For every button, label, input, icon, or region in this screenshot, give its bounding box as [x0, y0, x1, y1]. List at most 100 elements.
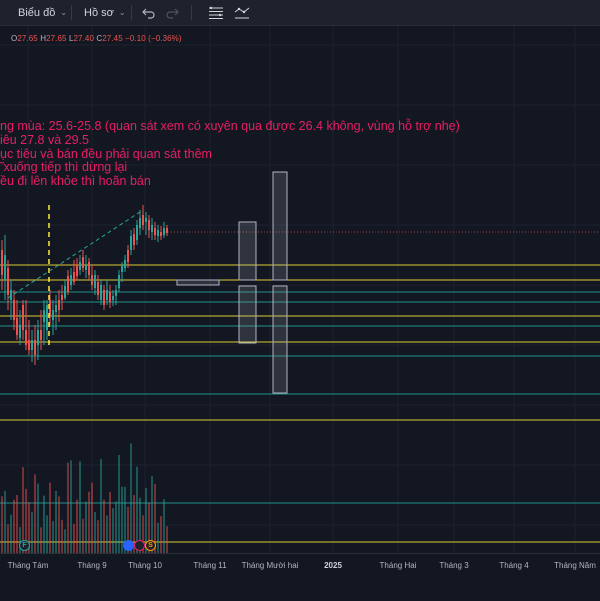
open-key: O: [11, 34, 18, 43]
candle-body: [136, 225, 138, 240]
candle-body: [100, 285, 102, 300]
candle-body: [79, 262, 81, 270]
price-chart[interactable]: [0, 26, 600, 553]
event-marker[interactable]: [123, 540, 134, 551]
candle-body: [40, 330, 42, 340]
annotation-line: ục tiêu và bán đều phải quan sát thêm: [0, 146, 212, 161]
profile-menu-button[interactable]: Hồ sơ ⌄: [84, 0, 126, 25]
drawing-tools-button[interactable]: [231, 2, 253, 23]
candle-body: [151, 225, 153, 232]
candle-body: [148, 220, 150, 230]
candle-body: [1, 250, 3, 275]
candle-body: [28, 340, 30, 350]
chart-drawings: [7, 205, 141, 345]
event-marker-s[interactable]: S: [145, 540, 156, 551]
candle-body: [133, 234, 135, 245]
chevron-down-icon: ⌄: [118, 8, 126, 17]
volume-bar: [13, 499, 15, 553]
candle-body: [73, 272, 75, 282]
candle-body: [67, 276, 69, 292]
volume-bar: [76, 499, 78, 553]
volume-bar: [55, 490, 57, 553]
volume-bar: [10, 514, 12, 553]
indicators-button[interactable]: [205, 2, 227, 23]
volume-bar: [40, 527, 42, 553]
volume-bar: [139, 497, 141, 553]
candle-body: [64, 286, 66, 298]
candle-body: [163, 228, 165, 235]
time-axis-label: Tháng 11: [193, 561, 227, 570]
candle-body: [55, 305, 57, 312]
trend-line: [7, 211, 141, 299]
volume-bar: [70, 460, 72, 553]
price-levels: [0, 231, 600, 543]
time-axis[interactable]: Tháng Tám Tháng 9 Tháng 10 Tháng 11 Thán…: [0, 553, 600, 601]
candle-body: [115, 290, 117, 296]
candle-body: [76, 265, 78, 276]
volume-bar: [19, 527, 21, 553]
toolbar-divider: [71, 5, 72, 20]
annotation-line: ng mùa: 25.6-25.8 (quan sát xem có xuyên…: [0, 119, 460, 133]
chart-menu-button[interactable]: Biểu đồ ⌄: [18, 0, 67, 25]
candle-body: [16, 318, 18, 335]
profile-menu-label: Hồ sơ: [84, 6, 114, 19]
candle-body: [22, 305, 24, 330]
time-axis-label: Tháng 4: [499, 561, 529, 570]
candle-body: [157, 230, 159, 236]
volume-bar: [46, 515, 48, 553]
candle-body: [127, 250, 129, 262]
candle-body: [4, 255, 6, 280]
candle-body: [7, 268, 9, 295]
candle-body: [130, 236, 132, 250]
annotation-line: iêu 27.8 và 29.5: [0, 132, 89, 147]
candle-body: [25, 330, 27, 345]
time-axis-label: 2025: [324, 561, 342, 570]
redo-button[interactable]: [162, 2, 184, 23]
candle-body: [82, 257, 84, 268]
volume-bar: [82, 518, 84, 553]
volume-bar: [130, 443, 132, 553]
candle-body: [94, 275, 96, 288]
candle-body: [106, 290, 108, 300]
time-axis-label: Tháng 3: [439, 561, 469, 570]
candle-body: [46, 305, 48, 330]
high-key: H: [40, 34, 47, 43]
time-axis-label: Tháng Tám: [7, 561, 49, 570]
volume-bar: [4, 490, 6, 553]
annotation-line: ều đi lên khỏe thì hoãn bán: [0, 174, 151, 189]
candle-body: [166, 228, 168, 233]
volume-bar: [34, 474, 36, 553]
zone-box: [238, 221, 257, 281]
volume-bar: [151, 476, 153, 553]
event-marker-f[interactable]: F: [19, 540, 30, 551]
volume-bar: [115, 501, 117, 553]
volume-bar: [94, 511, 96, 553]
candle-body: [85, 265, 87, 270]
candle-body: [52, 310, 54, 320]
volume-bar: [160, 516, 162, 553]
text-annotation[interactable]: ng mùa: 25.6-25.8 (quan sát xem có xuyên…: [0, 119, 460, 189]
volume-bar: [1, 496, 3, 553]
candle-body: [61, 295, 63, 300]
horizontal-lines-icon: [209, 6, 223, 19]
high-value: 27.65: [46, 34, 67, 43]
volume-bar: [154, 484, 156, 553]
candle-body: [160, 232, 162, 236]
toolbar-divider: [131, 5, 132, 20]
candle-body: [88, 262, 90, 275]
volume-bar: [109, 491, 111, 553]
low-value: 27.40: [73, 34, 95, 43]
zone-box: [272, 171, 288, 281]
zone-box: [272, 285, 288, 394]
candle-body: [37, 330, 39, 345]
volume-bar: [28, 502, 30, 553]
volume-bar: [103, 499, 105, 553]
event-marker[interactable]: [134, 540, 145, 551]
volume-bar: [133, 495, 135, 553]
undo-button[interactable]: [137, 2, 159, 23]
candle-body: [124, 260, 126, 268]
candle-body: [10, 290, 12, 300]
close-value: 27.45: [102, 34, 123, 43]
chevron-down-icon: ⌄: [60, 8, 68, 17]
candle-body: [34, 340, 36, 355]
